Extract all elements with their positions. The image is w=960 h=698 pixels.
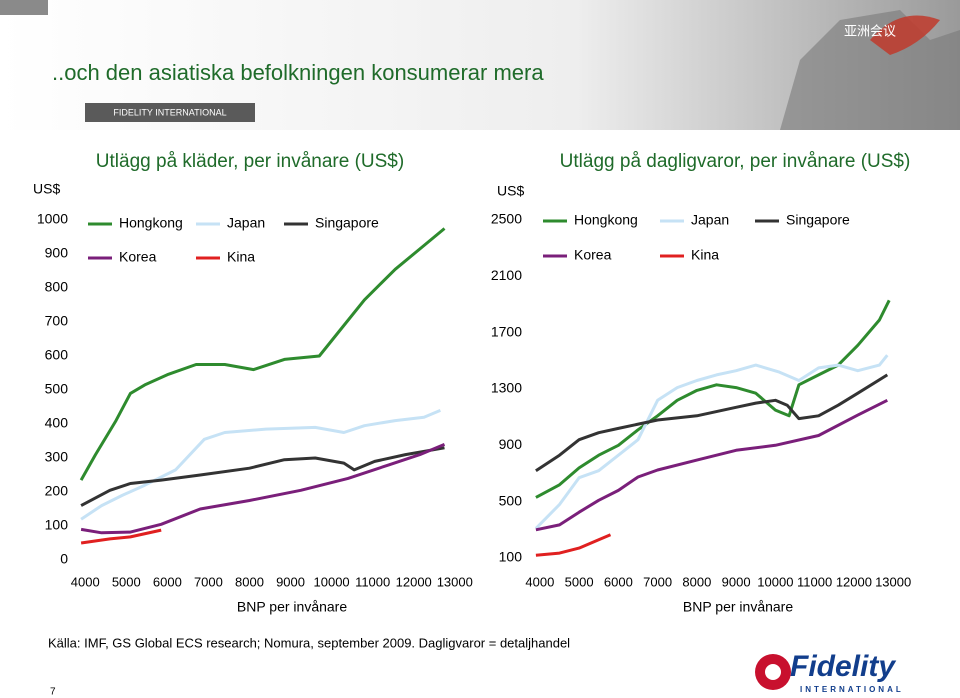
chart-title: Utlägg på kläder, per invånare (US$) bbox=[96, 151, 404, 172]
y-tick-label: 1700 bbox=[491, 323, 522, 339]
x-tick-label: 7000 bbox=[643, 574, 672, 589]
legend-label: Singapore bbox=[315, 215, 379, 231]
series-line bbox=[535, 299, 891, 499]
x-tick-label: 6000 bbox=[604, 574, 633, 589]
series-line bbox=[535, 398, 888, 532]
y-unit-label: US$ bbox=[497, 183, 524, 199]
logo-mark-inner bbox=[765, 664, 781, 680]
legend-label: Japan bbox=[691, 212, 729, 228]
y-tick-label: 500 bbox=[499, 492, 523, 508]
y-tick-label: 900 bbox=[45, 245, 69, 261]
series-line bbox=[535, 373, 889, 472]
header-badge: 亚洲会议 bbox=[844, 23, 896, 38]
series-line bbox=[80, 446, 445, 507]
y-unit-label: US$ bbox=[33, 181, 60, 197]
x-tick-label: 13000 bbox=[875, 574, 911, 589]
series-line bbox=[80, 528, 162, 545]
legend-label: Singapore bbox=[786, 212, 850, 228]
y-tick-label: 0 bbox=[60, 551, 68, 567]
x-tick-label: 10000 bbox=[314, 574, 350, 589]
x-tick-label: 5000 bbox=[565, 574, 594, 589]
x-tick-label: 7000 bbox=[194, 574, 223, 589]
x-tick-label: 9000 bbox=[722, 574, 751, 589]
x-tick-label: 10000 bbox=[757, 574, 793, 589]
series-line bbox=[80, 443, 446, 535]
y-tick-label: 2500 bbox=[491, 211, 522, 227]
y-tick-label: 500 bbox=[45, 381, 69, 397]
legend-label: Korea bbox=[574, 247, 612, 263]
legend-label: Kina bbox=[691, 247, 719, 263]
legend-label: Korea bbox=[119, 249, 157, 265]
x-axis-label: BNP per invånare bbox=[237, 599, 347, 615]
x-axis-label: BNP per invånare bbox=[683, 599, 793, 615]
x-tick-label: 9000 bbox=[276, 574, 305, 589]
y-tick-label: 300 bbox=[45, 449, 69, 465]
y-tick-label: 100 bbox=[499, 549, 523, 565]
x-tick-label: 4000 bbox=[525, 574, 554, 589]
series-line bbox=[534, 354, 889, 530]
x-tick-label: 13000 bbox=[437, 574, 473, 589]
y-tick-label: 800 bbox=[45, 279, 69, 295]
page-number: 7 bbox=[50, 687, 56, 698]
legend-label: Hongkong bbox=[574, 212, 638, 228]
x-tick-label: 12000 bbox=[836, 574, 872, 589]
y-tick-label: 900 bbox=[499, 436, 523, 452]
y-tick-label: 1300 bbox=[491, 380, 522, 396]
tag-box bbox=[85, 103, 255, 122]
x-tick-label: 8000 bbox=[682, 574, 711, 589]
corner-block bbox=[0, 0, 48, 15]
chart-title: Utlägg på dagligvaror, per invånare (US$… bbox=[560, 151, 911, 172]
x-tick-label: 8000 bbox=[235, 574, 264, 589]
logo-name: Fidelity bbox=[790, 650, 896, 683]
series-line bbox=[79, 227, 446, 481]
x-tick-label: 4000 bbox=[71, 574, 100, 589]
header-photo-fan bbox=[870, 15, 940, 55]
legend-label: Hongkong bbox=[119, 215, 183, 231]
y-tick-label: 1000 bbox=[37, 211, 68, 227]
x-tick-label: 11000 bbox=[797, 574, 832, 589]
x-tick-label: 11000 bbox=[355, 574, 390, 589]
source-note: Källa: IMF, GS Global ECS research; Nomu… bbox=[48, 635, 570, 650]
series-line bbox=[535, 533, 612, 557]
x-tick-label: 12000 bbox=[396, 574, 432, 589]
x-tick-label: 6000 bbox=[153, 574, 182, 589]
y-tick-label: 400 bbox=[45, 415, 69, 431]
legend-label: Kina bbox=[227, 249, 255, 265]
y-tick-label: 200 bbox=[45, 483, 69, 499]
y-tick-label: 700 bbox=[45, 313, 69, 329]
x-tick-label: 5000 bbox=[112, 574, 141, 589]
logo-sub: INTERNATIONAL bbox=[800, 685, 904, 694]
slide-title: ..och den asiatiska befolkningen konsume… bbox=[52, 60, 544, 85]
y-tick-label: 100 bbox=[45, 517, 69, 533]
y-tick-label: 600 bbox=[45, 347, 69, 363]
series-line bbox=[80, 409, 441, 521]
legend-label: Japan bbox=[227, 215, 265, 231]
y-tick-label: 2100 bbox=[491, 267, 522, 283]
tag-text: FIDELITY INTERNATIONAL bbox=[113, 107, 226, 117]
